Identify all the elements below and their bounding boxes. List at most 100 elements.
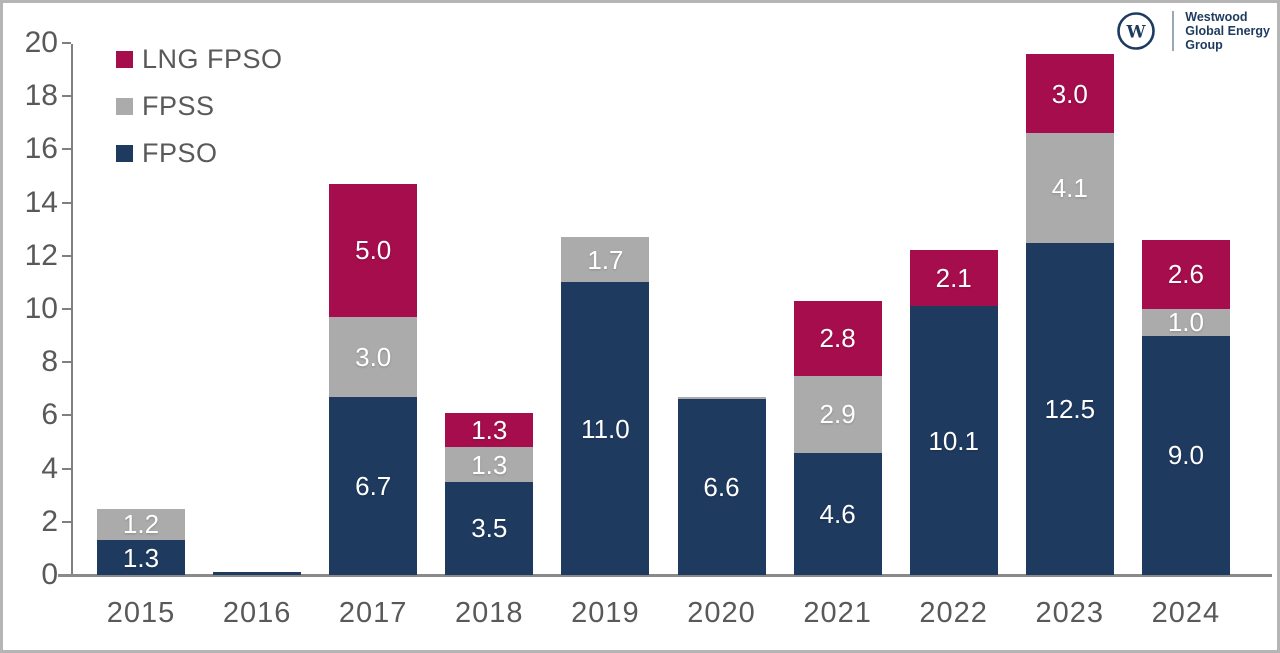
bar-segment-fpso-2024: 9.0 bbox=[1141, 335, 1230, 575]
x-axis-label-2019: 2019 bbox=[571, 597, 640, 629]
x-axis-label-2015: 2015 bbox=[106, 597, 176, 629]
y-tick-mark bbox=[62, 467, 71, 470]
bar-value-label-fpss-2018: 1.3 bbox=[471, 449, 508, 480]
bar-segment-fpso-2021: 4.6 bbox=[793, 452, 882, 575]
bar-value-label-fpso-2023: 12.5 bbox=[1044, 393, 1096, 424]
bar-value-label-fpso-2020: 6.6 bbox=[703, 472, 740, 503]
bar-2015: 1.3 1.2 bbox=[97, 508, 185, 575]
x-axis-label-2017: 2017 bbox=[338, 597, 408, 629]
y-tick-label-0: 0 bbox=[41, 558, 58, 591]
bar-value-label-lng-fpso-2024: 2.6 bbox=[1167, 259, 1204, 290]
bar-value-label-fpss-2019: 1.7 bbox=[587, 244, 624, 275]
y-tick-mark bbox=[62, 414, 71, 417]
bar-value-label-fpso-2018: 3.5 bbox=[471, 513, 508, 544]
bar-2020: 6.6 bbox=[677, 396, 766, 575]
legend-item-fpso: FPSO bbox=[116, 138, 283, 168]
bar-value-label-fpso-2017: 6.7 bbox=[355, 470, 392, 501]
bar-segment-fpss-2019: 1.7 bbox=[561, 237, 650, 283]
y-tick-label-10: 10 bbox=[24, 292, 58, 325]
bar-segment-fpss-2023: 4.1 bbox=[1025, 133, 1114, 243]
bar-segment-fpso-2015: 1.3 bbox=[97, 540, 185, 575]
bar-segment-fpss-2017: 3.0 bbox=[329, 316, 418, 397]
bar-segment-fpso-2016 bbox=[213, 572, 302, 575]
bar-value-label-fpso-2024: 9.0 bbox=[1167, 440, 1204, 471]
x-axis-label-2018: 2018 bbox=[455, 597, 524, 629]
y-axis-line bbox=[71, 44, 73, 576]
y-tick-mark bbox=[62, 520, 71, 523]
bar-value-label-lng-fpso-2017: 5.0 bbox=[355, 235, 392, 266]
bar-2018: 3.5 1.3 1.3 bbox=[445, 412, 534, 575]
bar-value-label-fpss-2015: 1.2 bbox=[122, 509, 160, 540]
bar-segment-lng-fpso-2022: 2.1 bbox=[909, 250, 998, 307]
y-tick-mark bbox=[62, 148, 71, 151]
bar-segment-fpss-2018: 1.3 bbox=[445, 447, 534, 482]
y-tick-mark bbox=[62, 201, 71, 204]
bar-value-label-lng-fpso-2018: 1.3 bbox=[471, 415, 508, 446]
bar-segment-fpss-2021: 2.9 bbox=[793, 375, 882, 453]
legend-item-lng-fpso: LNG FPSO bbox=[116, 44, 283, 74]
westwood-monogram-icon: W bbox=[1117, 12, 1156, 50]
bar-value-label-fpso-2019: 11.0 bbox=[581, 413, 630, 444]
y-tick-label-4: 4 bbox=[41, 451, 58, 485]
bar-segment-lng-fpso-2024: 2.6 bbox=[1141, 239, 1230, 310]
x-axis-label-2023: 2023 bbox=[1035, 597, 1105, 629]
y-tick-label-12: 12 bbox=[24, 238, 58, 272]
bar-value-label-fpss-2023: 4.1 bbox=[1051, 172, 1088, 203]
bar-segment-lng-fpso-2021: 2.8 bbox=[793, 301, 882, 376]
bar-segment-fpso-2020: 6.6 bbox=[677, 399, 766, 575]
bar-2017: 6.7 3.0 5.0 bbox=[329, 183, 418, 575]
bar-value-label-lng-fpso-2022: 2.1 bbox=[935, 263, 972, 294]
legend-label: FPSS bbox=[142, 90, 215, 121]
bar-2016 bbox=[213, 572, 302, 575]
logo-divider bbox=[1172, 11, 1175, 51]
bar-2021: 4.6 2.9 2.8 bbox=[793, 301, 882, 575]
y-tick-label-14: 14 bbox=[24, 185, 58, 219]
bar-value-label-lng-fpso-2023: 3.0 bbox=[1051, 78, 1088, 109]
bar-segment-fpss-2015: 1.2 bbox=[97, 508, 185, 541]
y-tick-mark bbox=[62, 42, 71, 44]
y-tick-label-18: 18 bbox=[24, 79, 58, 113]
logo-text-line-2: Global Energy bbox=[1185, 24, 1270, 38]
legend-label: FPSO bbox=[142, 137, 218, 168]
bar-segment-fpso-2023: 12.5 bbox=[1025, 242, 1114, 575]
y-tick-mark bbox=[62, 308, 71, 310]
y-tick-label-20: 20 bbox=[24, 26, 58, 59]
bar-value-label-fpso-2021: 4.6 bbox=[819, 498, 856, 529]
legend-swatch-fpso bbox=[116, 144, 133, 162]
bar-segment-lng-fpso-2018: 1.3 bbox=[445, 412, 534, 448]
bar-value-label-fpso-2022: 10.1 bbox=[928, 425, 979, 456]
westwood-logo: W Westwood Global Energy Group bbox=[1116, 10, 1270, 52]
bar-value-label-fpss-2017: 3.0 bbox=[355, 341, 392, 372]
legend-swatch-fpss bbox=[116, 97, 133, 115]
bar-segment-fpss-2024: 1.0 bbox=[1141, 307, 1230, 338]
logo-text-line-3: Group bbox=[1185, 38, 1223, 52]
bar-2022: 10.1 2.1 bbox=[909, 250, 998, 575]
y-tick-label-8: 8 bbox=[41, 345, 58, 379]
logo-text: Westwood Global Energy Group bbox=[1185, 10, 1270, 52]
y-tick-mark bbox=[62, 95, 71, 98]
bar-segment-fpso-2019: 11.0 bbox=[561, 282, 650, 575]
y-tick-label-2: 2 bbox=[41, 504, 58, 538]
x-axis-line bbox=[58, 574, 1272, 577]
x-axis-label-2021: 2021 bbox=[803, 597, 872, 629]
bar-value-label-fpss-2024: 1.0 bbox=[1167, 307, 1204, 338]
y-tick-mark bbox=[62, 361, 71, 364]
bar-segment-fpso-2018: 3.5 bbox=[445, 481, 534, 575]
monogram-letter: W bbox=[1126, 23, 1147, 43]
legend-swatch-lng-fpso bbox=[116, 50, 133, 68]
bar-2024: 9.0 1.0 2.6 bbox=[1141, 239, 1230, 575]
x-axis-label-2020: 2020 bbox=[687, 597, 756, 629]
bar-segment-lng-fpso-2023: 3.0 bbox=[1025, 53, 1114, 134]
bar-segment-fpss-2020 bbox=[677, 396, 766, 400]
x-axis-label-2024: 2024 bbox=[1151, 597, 1221, 629]
bar-segment-lng-fpso-2017: 5.0 bbox=[329, 183, 418, 317]
logo-text-line-1: Westwood bbox=[1185, 10, 1248, 24]
legend: LNG FPSO FPSS FPSO bbox=[116, 44, 283, 185]
bar-segment-fpso-2017: 6.7 bbox=[329, 396, 418, 575]
x-axis-label-2016: 2016 bbox=[222, 597, 292, 629]
y-tick-label-6: 6 bbox=[41, 398, 58, 432]
bar-2023: 12.5 4.1 3.0 bbox=[1025, 53, 1114, 575]
bar-2019: 11.0 1.7 bbox=[561, 237, 650, 575]
bar-segment-fpso-2022: 10.1 bbox=[909, 306, 998, 575]
